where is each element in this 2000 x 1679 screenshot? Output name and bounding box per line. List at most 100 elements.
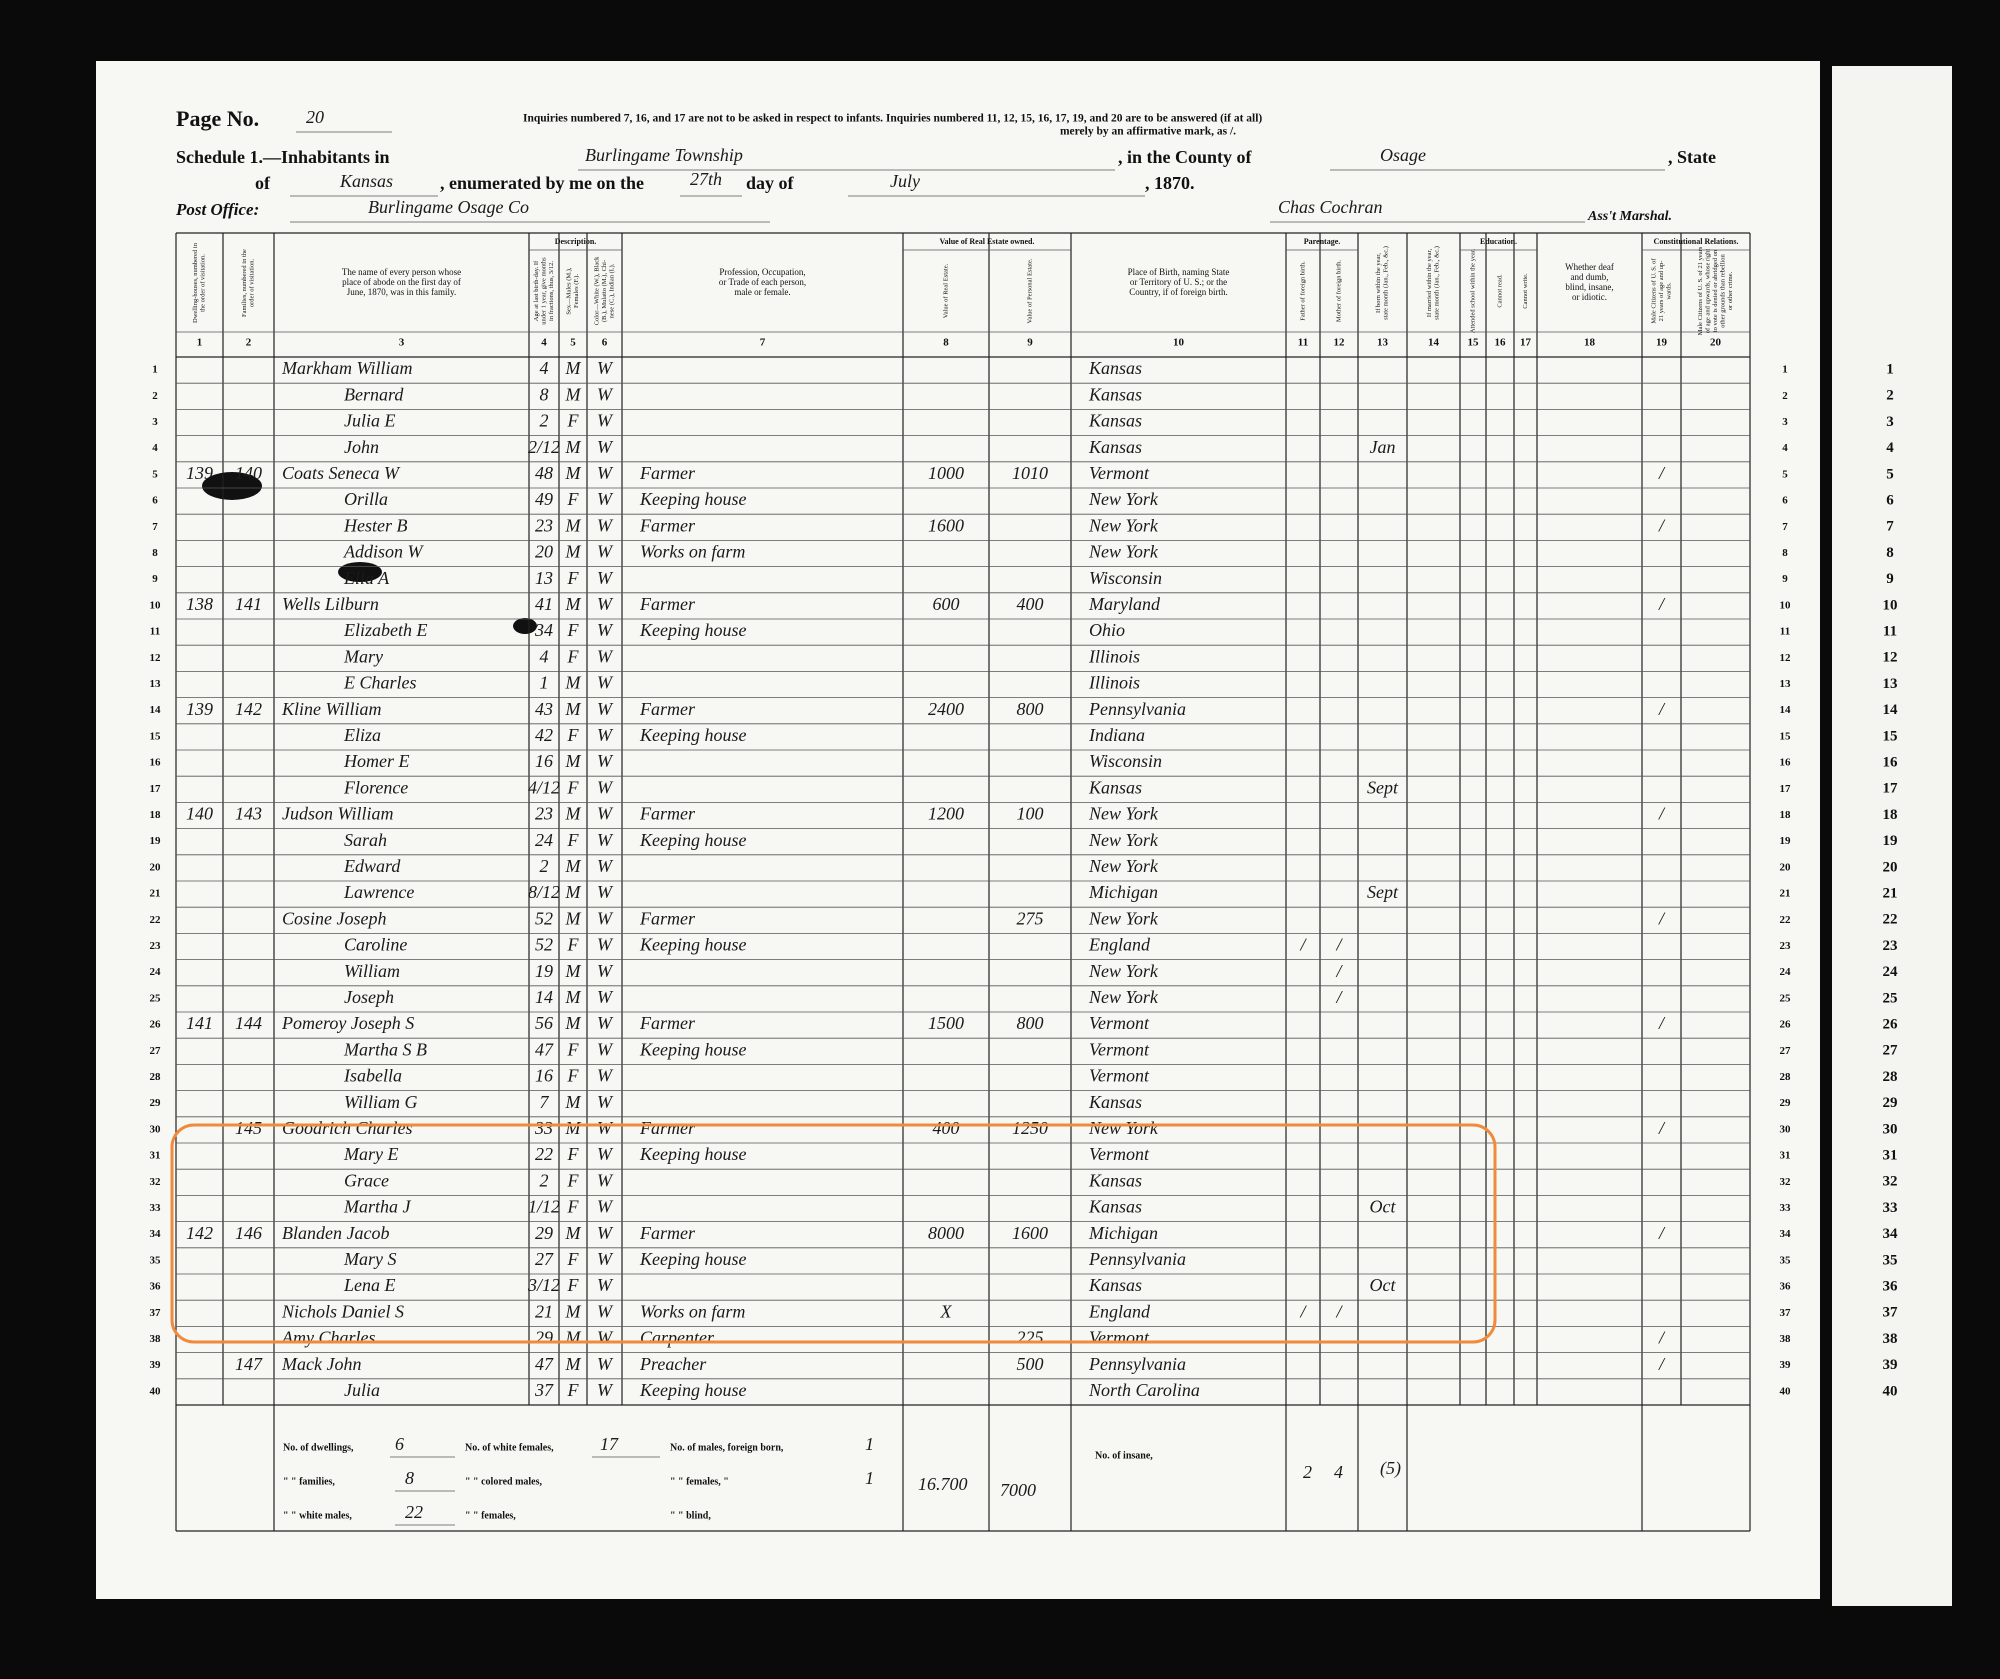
- cell-color: W: [597, 699, 614, 719]
- month: July: [890, 171, 920, 191]
- line-number: 36: [1780, 1281, 1792, 1293]
- line-number: 19: [1780, 835, 1792, 847]
- cell-color: W: [597, 437, 614, 457]
- cell-age: 16: [535, 1066, 553, 1086]
- cell-birthplace: New York: [1088, 489, 1159, 509]
- line-number: 6: [152, 495, 158, 507]
- column-label: other grounds than rebellion: [1719, 254, 1726, 328]
- cell-citizen: /: [1658, 1223, 1666, 1243]
- cell-father-foreign: /: [1299, 1301, 1307, 1321]
- line-number: 11: [1883, 624, 1897, 640]
- line-number: 38: [1883, 1331, 1898, 1347]
- line-number: 4: [1886, 440, 1894, 456]
- line-number: 21: [150, 888, 161, 900]
- ink-blot: [338, 562, 382, 582]
- cell-birthplace: Vermont: [1089, 1013, 1150, 1033]
- line-number: 35: [150, 1254, 162, 1266]
- column-label: Value of Real Estate.: [942, 263, 949, 318]
- cell-dwelling: 139: [186, 699, 213, 719]
- line-number: 28: [1883, 1069, 1898, 1085]
- column-number: 6: [602, 337, 608, 349]
- cell-birthplace: England: [1088, 1301, 1151, 1321]
- cell-sex: M: [565, 515, 582, 535]
- cell-citizen: /: [1658, 1354, 1666, 1374]
- line-number: 2: [1886, 388, 1894, 404]
- cell-birthplace: New York: [1088, 804, 1159, 824]
- line-number: 16: [1883, 755, 1899, 771]
- line-number: 19: [1883, 833, 1898, 849]
- line-number: 2: [1782, 390, 1788, 402]
- post-office: Burlingame Osage Co: [368, 197, 529, 217]
- cell-color: W: [597, 1275, 614, 1295]
- line-number: 12: [1780, 652, 1792, 664]
- line-number: 8: [152, 547, 158, 559]
- line-number: 7: [1782, 521, 1788, 533]
- line-number: 35: [1780, 1254, 1792, 1266]
- line-number: 12: [1883, 650, 1898, 666]
- column-label: Families, numbered in the: [241, 249, 248, 317]
- column-label: state month (Jan., Feb., &c.): [1383, 246, 1390, 320]
- line-number: 17: [150, 783, 162, 795]
- cell-name: John: [344, 437, 379, 457]
- column-label: and dumb,: [1571, 272, 1609, 282]
- cell-sex: F: [567, 1249, 580, 1269]
- cell-sex: F: [567, 1275, 580, 1295]
- cell-dwelling: 140: [186, 804, 213, 824]
- cell-mother-foreign: /: [1335, 961, 1343, 981]
- cell-personal-estate: 1600: [1012, 1223, 1048, 1243]
- line-number: 37: [1883, 1305, 1899, 1321]
- cell-birthplace: Kansas: [1088, 777, 1142, 797]
- line-number: 17: [1780, 783, 1792, 795]
- cell-birthplace: New York: [1088, 542, 1159, 562]
- cell-real-estate: 1600: [928, 515, 964, 535]
- footer-insane-label: No. of insane,: [1095, 1450, 1153, 1461]
- cell-sex: F: [567, 935, 580, 955]
- cell-color: W: [597, 358, 614, 378]
- cell-family: 143: [235, 804, 262, 824]
- column-label: order of visitation.: [249, 259, 256, 308]
- cell-age: 52: [535, 908, 553, 928]
- cell-age: 4/12: [528, 777, 560, 797]
- line-number: 12: [150, 652, 162, 664]
- footer-blind-label: " " blind,: [670, 1510, 711, 1521]
- cell-born-month: Sept: [1367, 882, 1399, 902]
- cell-occupation: Farmer: [639, 1118, 696, 1138]
- cell-name: Martha J: [343, 1197, 412, 1217]
- cell-color: W: [597, 1144, 614, 1164]
- cell-age: 47: [535, 1354, 554, 1374]
- column-label: Cannot write.: [1522, 273, 1529, 309]
- cell-dwelling: 138: [186, 594, 213, 614]
- cell-color: W: [597, 489, 614, 509]
- cell-sex: M: [565, 358, 582, 378]
- column-label: under 1 year, give months: [540, 257, 547, 325]
- cell-family: 141: [235, 594, 262, 614]
- cell-color: W: [597, 1354, 614, 1374]
- cell-age: 29: [535, 1223, 553, 1243]
- line-number: 21: [1780, 888, 1791, 900]
- cell-real-estate: 600: [933, 594, 960, 614]
- cell-birthplace: New York: [1088, 961, 1159, 981]
- line-number: 40: [150, 1385, 162, 1397]
- footer-dwellings: 6: [395, 1434, 404, 1454]
- cell-color: W: [597, 1380, 614, 1400]
- cell-name: Elizabeth E: [343, 620, 428, 640]
- cell-name: Florence: [343, 777, 408, 797]
- page-label: Page No.: [176, 106, 259, 131]
- cell-real-estate: X: [940, 1301, 953, 1321]
- cell-color: W: [597, 1328, 614, 1348]
- footer-foreign-females-label: " " females, ": [670, 1476, 729, 1487]
- day: 27th: [690, 169, 722, 189]
- cell-birthplace: Indiana: [1088, 725, 1145, 745]
- column-label: or other crime.: [1727, 271, 1734, 310]
- cell-name: Wells Lilburn: [282, 594, 379, 614]
- cell-color: W: [597, 830, 614, 850]
- cell-birthplace: Pennsylvania: [1088, 1354, 1186, 1374]
- line-number: 39: [1883, 1357, 1898, 1373]
- cell-occupation: Keeping house: [639, 1144, 746, 1164]
- cell-birthplace: Pennsylvania: [1088, 1249, 1186, 1269]
- cell-age: 1/12: [528, 1197, 560, 1217]
- cell-real-estate: 1500: [928, 1013, 964, 1033]
- footer-dwellings-label: No. of dwellings,: [283, 1442, 354, 1453]
- line-number: 5: [1886, 466, 1894, 482]
- line-number: 20: [1780, 861, 1792, 873]
